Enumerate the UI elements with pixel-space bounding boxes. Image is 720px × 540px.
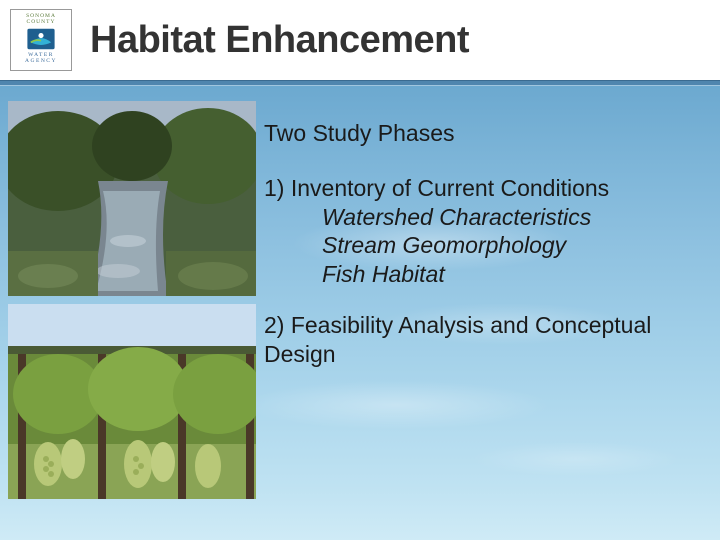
phase-1-heading: 1) Inventory of Current Conditions [264, 174, 700, 203]
logo-text-county: COUNTY [27, 19, 56, 25]
water-drop-icon [24, 27, 58, 51]
logo-text-agency: AGENCY [25, 58, 57, 64]
phase-1-item-a: Watershed Characteristics [264, 203, 700, 232]
stream-photo [8, 101, 256, 296]
text-column: Two Study Phases 1) Inventory of Current… [264, 101, 700, 499]
phase-1: 1) Inventory of Current Conditions Water… [264, 174, 700, 289]
subtitle: Two Study Phases [264, 119, 700, 148]
slide-header: SONOMA COUNTY WATER AGENCY Habitat Enhan… [0, 0, 720, 80]
phase-1-item-c: Fish Habitat [264, 260, 700, 289]
vineyard-photo [8, 304, 256, 499]
slide-title: Habitat Enhancement [90, 19, 469, 62]
photo-column [8, 101, 256, 499]
agency-logo: SONOMA COUNTY WATER AGENCY [10, 9, 72, 71]
phase-1-item-b: Stream Geomorphology [264, 231, 700, 260]
phase-2: 2) Feasibility Analysis and Conceptual D… [264, 311, 700, 369]
slide-body: Two Study Phases 1) Inventory of Current… [0, 86, 720, 499]
